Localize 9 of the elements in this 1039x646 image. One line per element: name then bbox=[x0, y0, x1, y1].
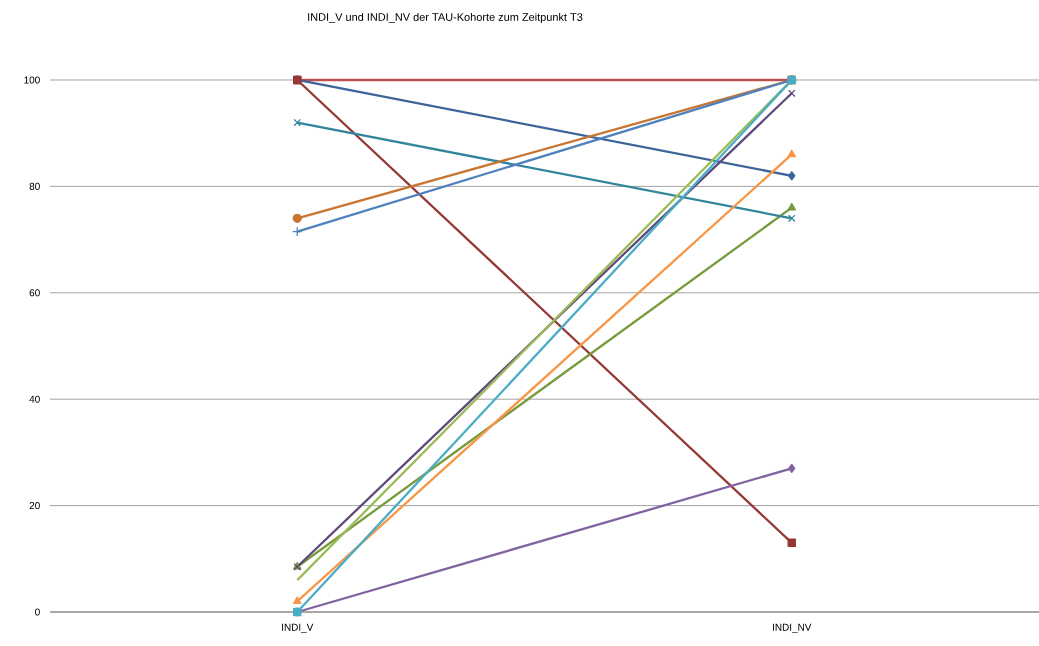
y-tick-label: 100 bbox=[24, 76, 40, 84]
y-tick-label: 60 bbox=[29, 289, 40, 297]
y-tick-label: 0 bbox=[35, 608, 40, 616]
y-tick-label: 40 bbox=[29, 395, 40, 403]
chart-title: INDI_V und INDI_NV der TAU-Kohorte zum Zeitpunkt T3 bbox=[308, 12, 583, 24]
x-tick-label: INDI_V bbox=[282, 623, 314, 633]
y-tick-label: 80 bbox=[29, 182, 40, 190]
y-tick-label: 20 bbox=[29, 502, 40, 510]
x-tick-label: INDI_NV bbox=[773, 623, 812, 633]
